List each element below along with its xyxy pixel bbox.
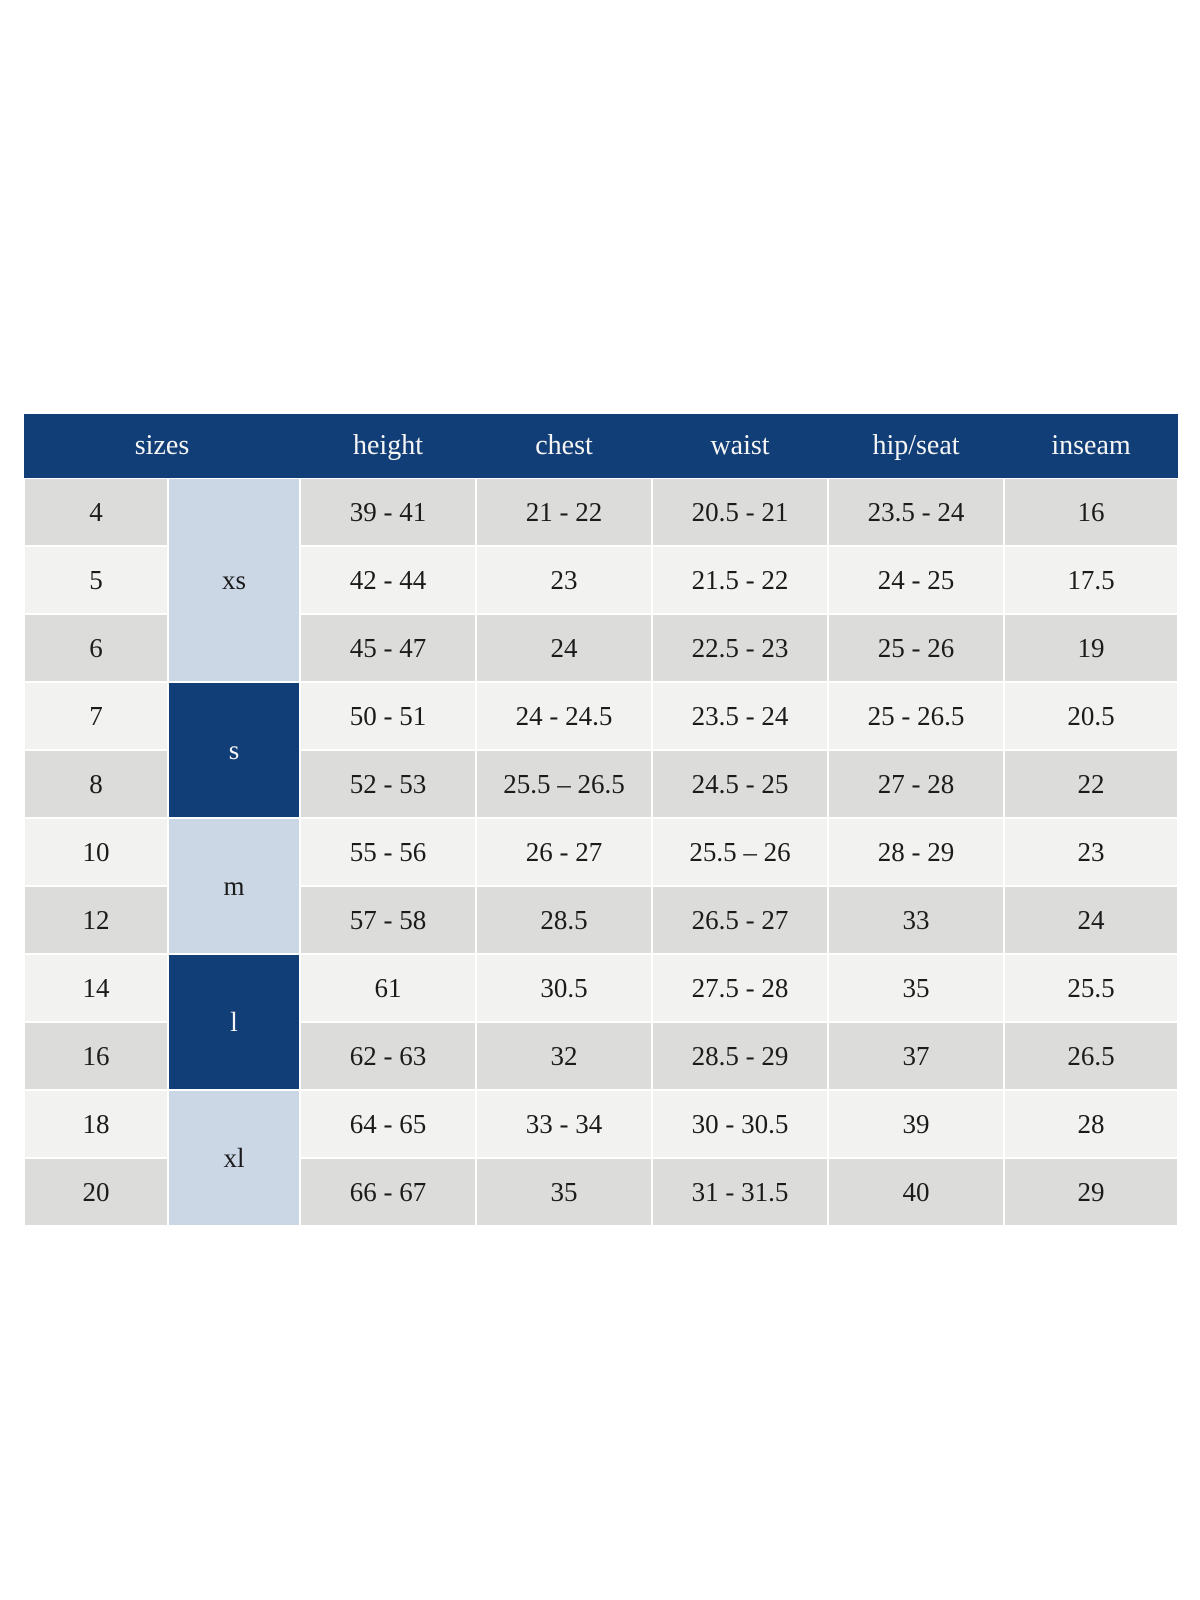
- measure-cell: 29: [1004, 1158, 1178, 1226]
- measure-cell: 40: [828, 1158, 1004, 1226]
- measure-cell: 24 - 24.5: [476, 682, 652, 750]
- measure-cell: 35: [476, 1158, 652, 1226]
- measure-cell: 27.5 - 28: [652, 954, 828, 1022]
- measure-cell: 57 - 58: [300, 886, 476, 954]
- size-cell: 16: [24, 1022, 168, 1090]
- size-cell: 10: [24, 818, 168, 886]
- size-cell: 14: [24, 954, 168, 1022]
- size-cell: 8: [24, 750, 168, 818]
- measure-cell: 25.5 – 26: [652, 818, 828, 886]
- measure-cell: 25.5 – 26.5: [476, 750, 652, 818]
- measure-cell: 20.5 - 21: [652, 478, 828, 546]
- measure-cell: 52 - 53: [300, 750, 476, 818]
- measure-cell: 24: [476, 614, 652, 682]
- measure-cell: 21 - 22: [476, 478, 652, 546]
- measure-cell: 23.5 - 24: [828, 478, 1004, 546]
- header-cell-chest: chest: [535, 430, 593, 461]
- measure-cell: 28: [1004, 1090, 1178, 1158]
- group-cell-xl: xl: [168, 1090, 300, 1226]
- measure-cell: 20.5: [1004, 682, 1178, 750]
- measure-cell: 23: [1004, 818, 1178, 886]
- measure-cell: 26.5: [1004, 1022, 1178, 1090]
- measure-cell: 23: [476, 546, 652, 614]
- measure-cell: 62 - 63: [300, 1022, 476, 1090]
- header-cell-hip-seat: hip/seat: [872, 430, 960, 461]
- measure-cell: 30.5: [476, 954, 652, 1022]
- measure-cell: 21.5 - 22: [652, 546, 828, 614]
- measure-cell: 39: [828, 1090, 1004, 1158]
- size-chart-table: sizes height chest waist hip/seat inseam…: [24, 414, 1178, 1226]
- header-cell-inseam: inseam: [1051, 430, 1131, 461]
- measure-cell: 23.5 - 24: [652, 682, 828, 750]
- measure-cell: 27 - 28: [828, 750, 1004, 818]
- measure-cell: 25 - 26.5: [828, 682, 1004, 750]
- group-cell-l: l: [168, 954, 300, 1090]
- size-cell: 20: [24, 1158, 168, 1226]
- measure-cell: 33: [828, 886, 1004, 954]
- size-cell: 12: [24, 886, 168, 954]
- measure-cell: 26 - 27: [476, 818, 652, 886]
- measure-cell: 32: [476, 1022, 652, 1090]
- measure-cell: 50 - 51: [300, 682, 476, 750]
- measure-cell: 28.5: [476, 886, 652, 954]
- measure-cell: 22: [1004, 750, 1178, 818]
- table-body: 4 xs 39 - 41 21 - 22 20.5 - 21 23.5 - 24 16 5 42…: [24, 478, 1178, 1226]
- measure-cell: 16: [1004, 478, 1178, 546]
- measure-cell: 25 - 26: [828, 614, 1004, 682]
- size-cell: 6: [24, 614, 168, 682]
- measure-cell: 45 - 47: [300, 614, 476, 682]
- group-cell-s: s: [168, 682, 300, 818]
- measure-cell: 24.5 - 25: [652, 750, 828, 818]
- measure-cell: 39 - 41: [300, 478, 476, 546]
- size-cell: 4: [24, 478, 168, 546]
- measure-cell: 66 - 67: [300, 1158, 476, 1226]
- measure-cell: 35: [828, 954, 1004, 1022]
- measure-cell: 42 - 44: [300, 546, 476, 614]
- measure-cell: 31 - 31.5: [652, 1158, 828, 1226]
- table-header-row: sizes height chest waist hip/seat inseam: [24, 414, 1178, 478]
- size-cell: 5: [24, 546, 168, 614]
- measure-cell: 33 - 34: [476, 1090, 652, 1158]
- measure-cell: 24 - 25: [828, 546, 1004, 614]
- measure-cell: 61: [300, 954, 476, 1022]
- measure-cell: 22.5 - 23: [652, 614, 828, 682]
- measure-cell: 19: [1004, 614, 1178, 682]
- measure-cell: 55 - 56: [300, 818, 476, 886]
- measure-cell: 25.5: [1004, 954, 1178, 1022]
- measure-cell: 28 - 29: [828, 818, 1004, 886]
- measure-cell: 17.5: [1004, 546, 1178, 614]
- measure-cell: 24: [1004, 886, 1178, 954]
- header-cell-sizes: sizes: [134, 430, 190, 461]
- header-cell-waist: waist: [710, 430, 770, 461]
- size-cell: 18: [24, 1090, 168, 1158]
- measure-cell: 26.5 - 27: [652, 886, 828, 954]
- measure-cell: 64 - 65: [300, 1090, 476, 1158]
- header-cell-height: height: [353, 430, 423, 461]
- measure-cell: 37: [828, 1022, 1004, 1090]
- measure-cell: 30 - 30.5: [652, 1090, 828, 1158]
- group-cell-xs: xs: [168, 478, 300, 682]
- size-cell: 7: [24, 682, 168, 750]
- measure-cell: 28.5 - 29: [652, 1022, 828, 1090]
- group-cell-m: m: [168, 818, 300, 954]
